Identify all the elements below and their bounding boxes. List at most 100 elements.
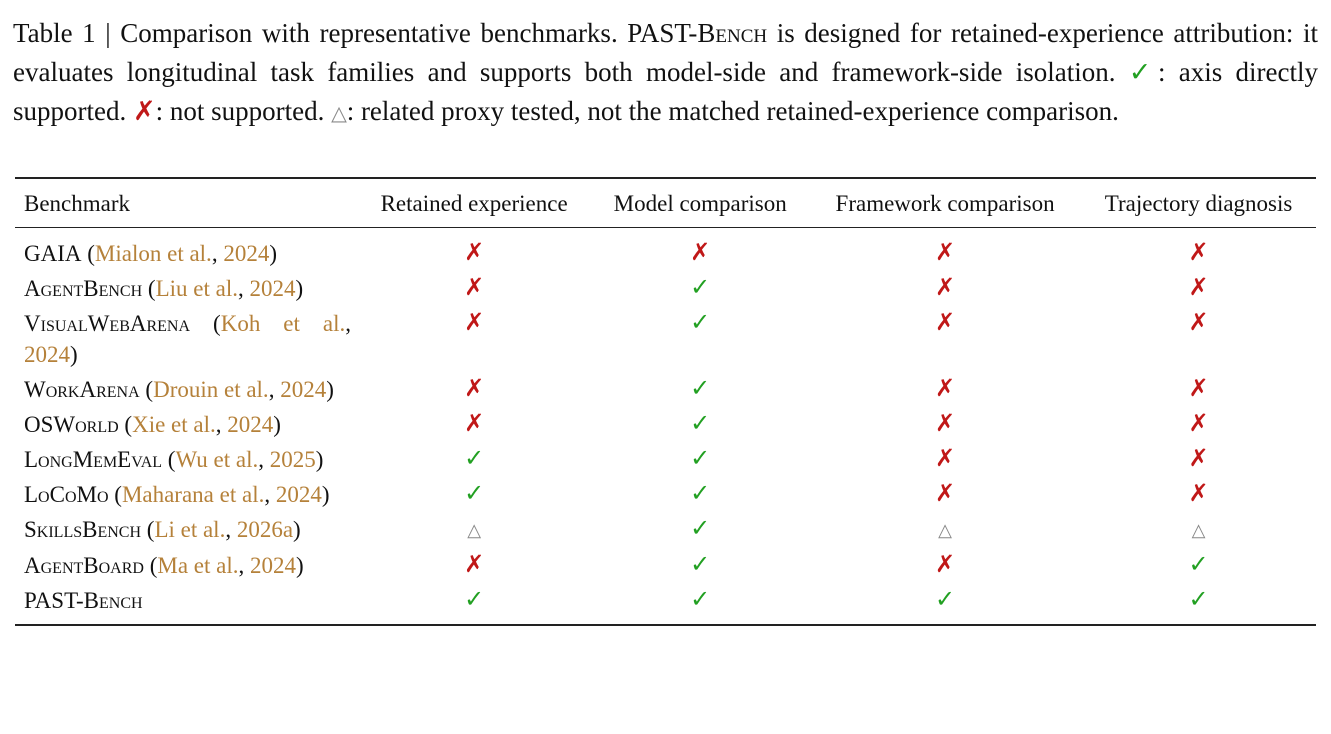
support-cell: ✗	[809, 442, 1081, 477]
citation: Liu et al.	[155, 276, 238, 301]
comparison-table: Benchmark Retained experience Model compar…	[15, 177, 1316, 626]
table-caption: Table 1 | Comparison with representative…	[13, 14, 1318, 134]
column-header: Trajectory diagnosis	[1081, 178, 1316, 228]
table-row: LoCoMo (Maharana et al., 2024) ✓ ✓ ✗ ✗	[15, 477, 1316, 512]
benchmark-cell: VisualWebArena (Koh et al., 2024)	[15, 306, 357, 372]
column-header: Model comparison	[591, 178, 810, 228]
support-symbol: ✓	[935, 587, 956, 613]
citation: )	[295, 553, 304, 578]
support-symbol: ✗	[464, 411, 485, 437]
support-cell: ✗	[809, 306, 1081, 372]
support-symbol: ✓	[690, 446, 711, 472]
citation: )	[293, 517, 301, 542]
citation: ,	[238, 553, 250, 578]
benchmark-cell: SkillsBench (Li et al., 2026a)	[15, 512, 357, 548]
support-symbol: ✗	[464, 240, 485, 266]
citation: Li et al.	[154, 517, 226, 542]
support-symbol: ✓	[690, 516, 711, 542]
header-row: Benchmark Retained experience Model compar…	[15, 178, 1316, 228]
support-cell: △	[357, 512, 591, 548]
citation: )	[321, 482, 330, 507]
caption-text: : not supported.	[155, 96, 332, 126]
support-cell: ✗	[1081, 271, 1316, 306]
support-cell: ✗	[357, 548, 591, 583]
citation: )	[295, 276, 304, 301]
citation: (	[162, 447, 176, 472]
support-cell: ✗	[809, 477, 1081, 512]
support-cell: ✗	[809, 271, 1081, 306]
citation: ,	[258, 447, 270, 472]
support-symbol: ✗	[1188, 275, 1209, 301]
caption-text: Table 1 | Comparison with representative…	[13, 18, 628, 48]
citation: (	[143, 553, 158, 578]
caption-text: : axis directly supported.	[13, 57, 1318, 126]
support-cell: ✓	[357, 477, 591, 512]
support-symbol: ✗	[1188, 411, 1209, 437]
benchmark-name: SkillsBench	[24, 517, 142, 542]
column-header: Benchmark	[15, 178, 357, 228]
support-symbol: ✗	[1188, 481, 1209, 507]
table-row: AgentBench (Liu et al., 2024) ✗ ✓ ✗ ✗	[15, 271, 1316, 306]
support-symbol: ✓	[690, 411, 711, 437]
support-symbol: ✗	[935, 481, 956, 507]
table-row: AgentBoard (Ma et al., 2024) ✗ ✓ ✗ ✓	[15, 548, 1316, 583]
support-symbol: △	[467, 520, 482, 540]
citation: ,	[215, 412, 228, 437]
citation: (	[118, 412, 133, 437]
support-cell: ✓	[357, 583, 591, 625]
support-symbol: ✗	[1188, 376, 1209, 402]
support-cell: ✗	[809, 548, 1081, 583]
benchmark-cell: WorkArena (Drouin et al., 2024)	[15, 372, 357, 407]
column-header: Framework comparison	[809, 178, 1082, 228]
citation: Xie et al.	[132, 412, 216, 437]
column-header: Retained experience	[357, 178, 592, 228]
benchmark-cell: AgentBoard (Ma et al., 2024)	[15, 548, 357, 583]
support-symbol: ✓	[1188, 587, 1209, 613]
caption-text: is designed for retained-experience attr…	[13, 18, 1318, 87]
citation: )	[70, 342, 78, 367]
support-symbol: ✓	[690, 376, 711, 402]
support-symbol: ✗	[935, 552, 956, 578]
support-symbol: ✓	[690, 587, 711, 613]
support-cell: ✗	[809, 228, 1081, 272]
table-row: LongMemEval (Wu et al., 2025) ✓ ✓ ✗ ✗	[15, 442, 1316, 477]
citation: Maharana et al.	[121, 482, 265, 507]
citation: (	[81, 241, 95, 266]
citation: 2024	[227, 412, 274, 437]
benchmark-cell: GAIA (Mialon et al., 2024)	[15, 228, 357, 272]
support-cell: ✓	[591, 442, 809, 477]
support-symbol: ✗	[1188, 310, 1209, 336]
citation: ,	[345, 311, 351, 336]
benchmark-name: LongMemEval	[24, 447, 163, 472]
support-symbol: ✗	[464, 376, 485, 402]
support-symbol: ✓	[464, 481, 485, 507]
support-symbol: ✗	[464, 552, 485, 578]
citation: Mialon et al.	[94, 241, 212, 266]
citation: ,	[225, 517, 237, 542]
support-cell: ✓	[591, 477, 809, 512]
support-cell: ✗	[1081, 442, 1316, 477]
citation: (	[190, 311, 221, 336]
support-cell: ✗	[1081, 372, 1316, 407]
citation: 2025	[269, 447, 316, 472]
table-row: VisualWebArena (Koh et al., 2024) ✗ ✓ ✗ ✗	[15, 306, 1316, 372]
caption-text: : related proxy tested, not the matched …	[346, 96, 1119, 126]
citation: Koh et al.	[220, 311, 346, 336]
support-cell: ✗	[1081, 407, 1316, 442]
citation: 2024	[275, 482, 322, 507]
table-row: OSWorld (Xie et al., 2024) ✗ ✓ ✗ ✗	[15, 407, 1316, 442]
citation: (	[108, 482, 122, 507]
support-symbol: ✗	[935, 446, 956, 472]
citation: (	[139, 377, 154, 402]
citation: )	[326, 377, 334, 402]
support-symbol: ✗	[935, 275, 956, 301]
caption-text: ✗	[132, 96, 156, 126]
citation: Wu et al.	[175, 447, 259, 472]
support-cell: ✓	[809, 583, 1081, 625]
support-symbol: △	[938, 520, 953, 540]
support-symbol: ✗	[1188, 240, 1209, 266]
support-cell: ✗	[809, 407, 1081, 442]
benchmark-name: AgentBoard	[24, 553, 144, 578]
citation: (	[142, 276, 156, 301]
support-symbol: ✓	[690, 552, 711, 578]
